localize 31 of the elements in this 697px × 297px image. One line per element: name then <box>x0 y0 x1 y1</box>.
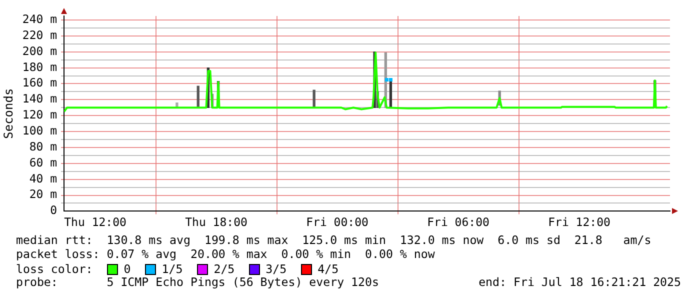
y-tick-label: 120 m <box>22 108 58 122</box>
y-tick-label: 20 m <box>29 187 58 202</box>
y-tick-label: 140 m <box>22 92 58 106</box>
y-tick-label: 60 m <box>29 155 58 170</box>
text: end: Fri Jul 18 16:21:21 2025 <box>478 275 681 289</box>
bar <box>312 90 316 108</box>
legend-label: 2/5 <box>214 262 235 276</box>
y-tick-label: 0 <box>50 203 58 218</box>
legend-label: 4/5 <box>318 262 339 276</box>
y-tick-label: 40 m <box>29 171 58 186</box>
y-tick-label: 180 m <box>22 60 58 74</box>
y-tick-label: 80 m <box>29 139 58 154</box>
legend-label: 3/5 <box>266 262 287 276</box>
text: probe: 5 ICMP Echo Pings (56 Bytes) every 120s <box>16 275 379 289</box>
x-tick-label: Fri 06:00 <box>427 215 490 230</box>
legend-label: 0 <box>124 262 131 276</box>
x-tick-label: Fri 00:00 <box>306 215 368 230</box>
y-tick-label: 200 m <box>22 44 58 58</box>
y-tick-label: 160 m <box>22 76 58 90</box>
y-tick-label: 100 m <box>22 124 58 138</box>
legend-label: 1/5 <box>162 262 183 276</box>
text: median rtt: 130.8 ms avg 199.8 ms max 125.0 ms min 132.0 ms now 6.0 ms sd 21.8 am/s <box>16 233 652 247</box>
y-tick-label: 220 m <box>22 28 58 42</box>
bar <box>196 86 200 108</box>
legend-title: loss color: <box>16 262 93 276</box>
text: packet loss: 0.07 % avg 20.00 % max 0.00 % min 0.00 % now <box>16 247 435 261</box>
x-tick-label: Thu 18:00 <box>185 215 248 230</box>
y-axis-title: Seconds <box>1 88 16 139</box>
y-tick-label: 240 m <box>22 12 58 26</box>
x-tick-label: Fri 12:00 <box>548 215 610 230</box>
x-tick-label: Thu 12:00 <box>64 215 127 230</box>
